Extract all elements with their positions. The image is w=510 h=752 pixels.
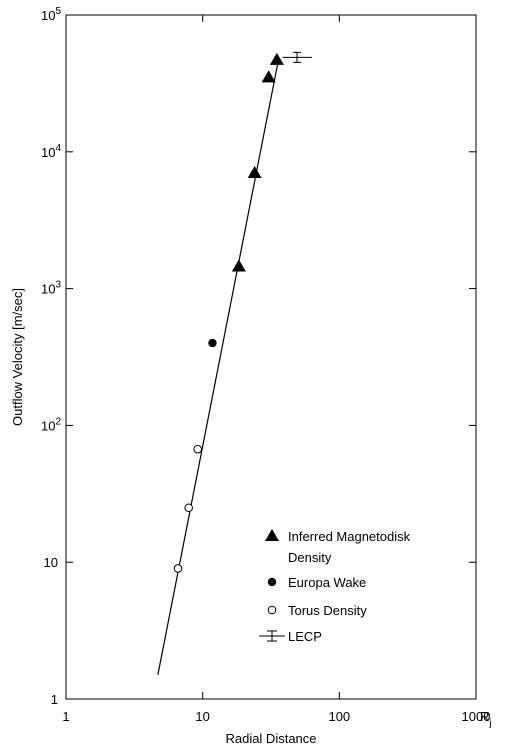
y-tick-label: 1 bbox=[51, 692, 58, 707]
fit-line-segment bbox=[157, 58, 280, 676]
y-axis-title: Outflow Velocity [m/sec] bbox=[10, 288, 25, 426]
data-marks bbox=[173, 51, 312, 573]
axis-ticks bbox=[66, 15, 476, 699]
legend-label: Europa Wake bbox=[288, 575, 366, 590]
legend-marker-filled-triangle bbox=[265, 529, 279, 541]
x-tick-label: 10 bbox=[195, 709, 209, 724]
fit-line bbox=[157, 58, 280, 676]
x-axis-unit: Rj bbox=[480, 709, 492, 729]
legend-marker-errorbar bbox=[259, 630, 285, 642]
y-tick-label: 102 bbox=[41, 416, 61, 433]
x-tick-label: 1 bbox=[62, 709, 69, 724]
filled-circle-point bbox=[208, 338, 217, 348]
legend-label: LECP bbox=[288, 629, 322, 644]
open-circle-point bbox=[193, 444, 203, 454]
legend-label: Density bbox=[288, 550, 332, 565]
x-axis-title: Radial Distance bbox=[225, 731, 316, 746]
legend-label: Torus Density bbox=[288, 603, 367, 618]
filled-triangle-point bbox=[261, 70, 276, 83]
y-tick-label: 105 bbox=[41, 6, 61, 23]
legend: Inferred Magnetodisk Density Europa Wake To… bbox=[259, 529, 411, 644]
x-tick-label: 100 bbox=[328, 709, 350, 724]
filled-triangle-point bbox=[231, 259, 246, 272]
legend-marker-open-circle bbox=[267, 605, 277, 615]
y-tick-label: 10 bbox=[44, 555, 58, 570]
filled-triangle-point bbox=[247, 165, 262, 178]
lecp-errorbar-point bbox=[282, 51, 312, 63]
open-circle-point bbox=[184, 503, 193, 513]
x-tick-label: 1000 bbox=[462, 709, 491, 724]
legend-label: Inferred Magnetodisk bbox=[288, 529, 411, 544]
legend-marker-filled-circle bbox=[267, 577, 277, 587]
filled-triangle-point bbox=[269, 52, 284, 65]
plot-frame bbox=[65, 14, 477, 700]
open-circle-point bbox=[173, 564, 183, 573]
y-tick-label: 104 bbox=[41, 143, 61, 160]
tick-labels: 1 10 100 1000 1 10 102 103 104 105 bbox=[41, 6, 490, 724]
y-tick-label: 103 bbox=[41, 280, 61, 297]
